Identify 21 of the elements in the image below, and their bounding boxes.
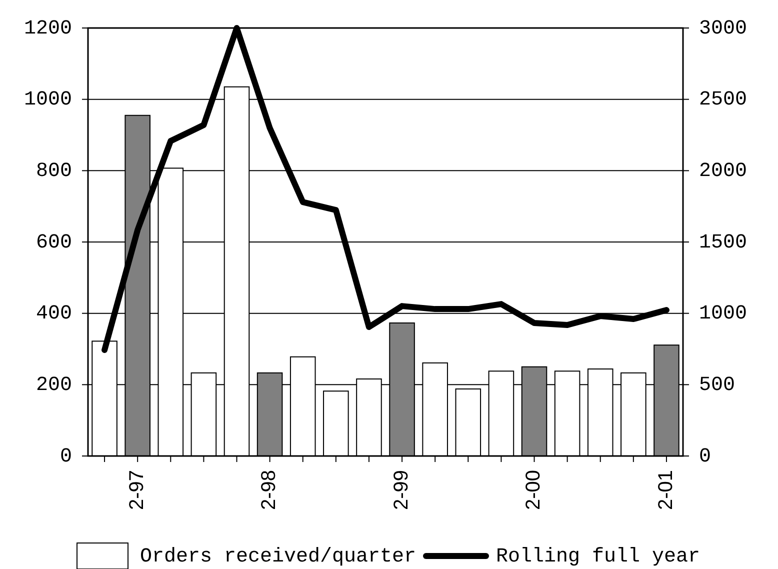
x-tick-label: 2-99: [390, 470, 412, 510]
y2-tick-label: 3000: [699, 17, 748, 40]
y-tick-label: 200: [36, 374, 72, 397]
y2-tick-label: 500: [699, 374, 736, 397]
x-tick-label: 2-98: [258, 470, 280, 510]
y-tick-label: 400: [36, 302, 72, 326]
y2-tick-label: 2500: [699, 88, 748, 112]
y2-tick-label: 2000: [699, 160, 748, 183]
x-tick-label: 2-97: [126, 470, 148, 510]
y2-tick-label: 1000: [699, 302, 748, 326]
y-tick-label: 1200: [24, 17, 72, 40]
y-tick-label: 0: [60, 445, 72, 468]
y-tick-label: 800: [36, 160, 72, 183]
y-tick-label: 600: [36, 231, 72, 254]
x-tick-label: 2-00: [522, 470, 545, 510]
legend-label: Orders received/quarter: [140, 545, 416, 568]
y-tick-label: 1000: [24, 88, 72, 112]
y2-tick-label: 1500: [699, 231, 748, 254]
legend-label: Rolling full year: [496, 545, 700, 568]
x-tick-label: 2-01: [654, 470, 677, 510]
y2-tick-label: 0: [699, 445, 712, 468]
